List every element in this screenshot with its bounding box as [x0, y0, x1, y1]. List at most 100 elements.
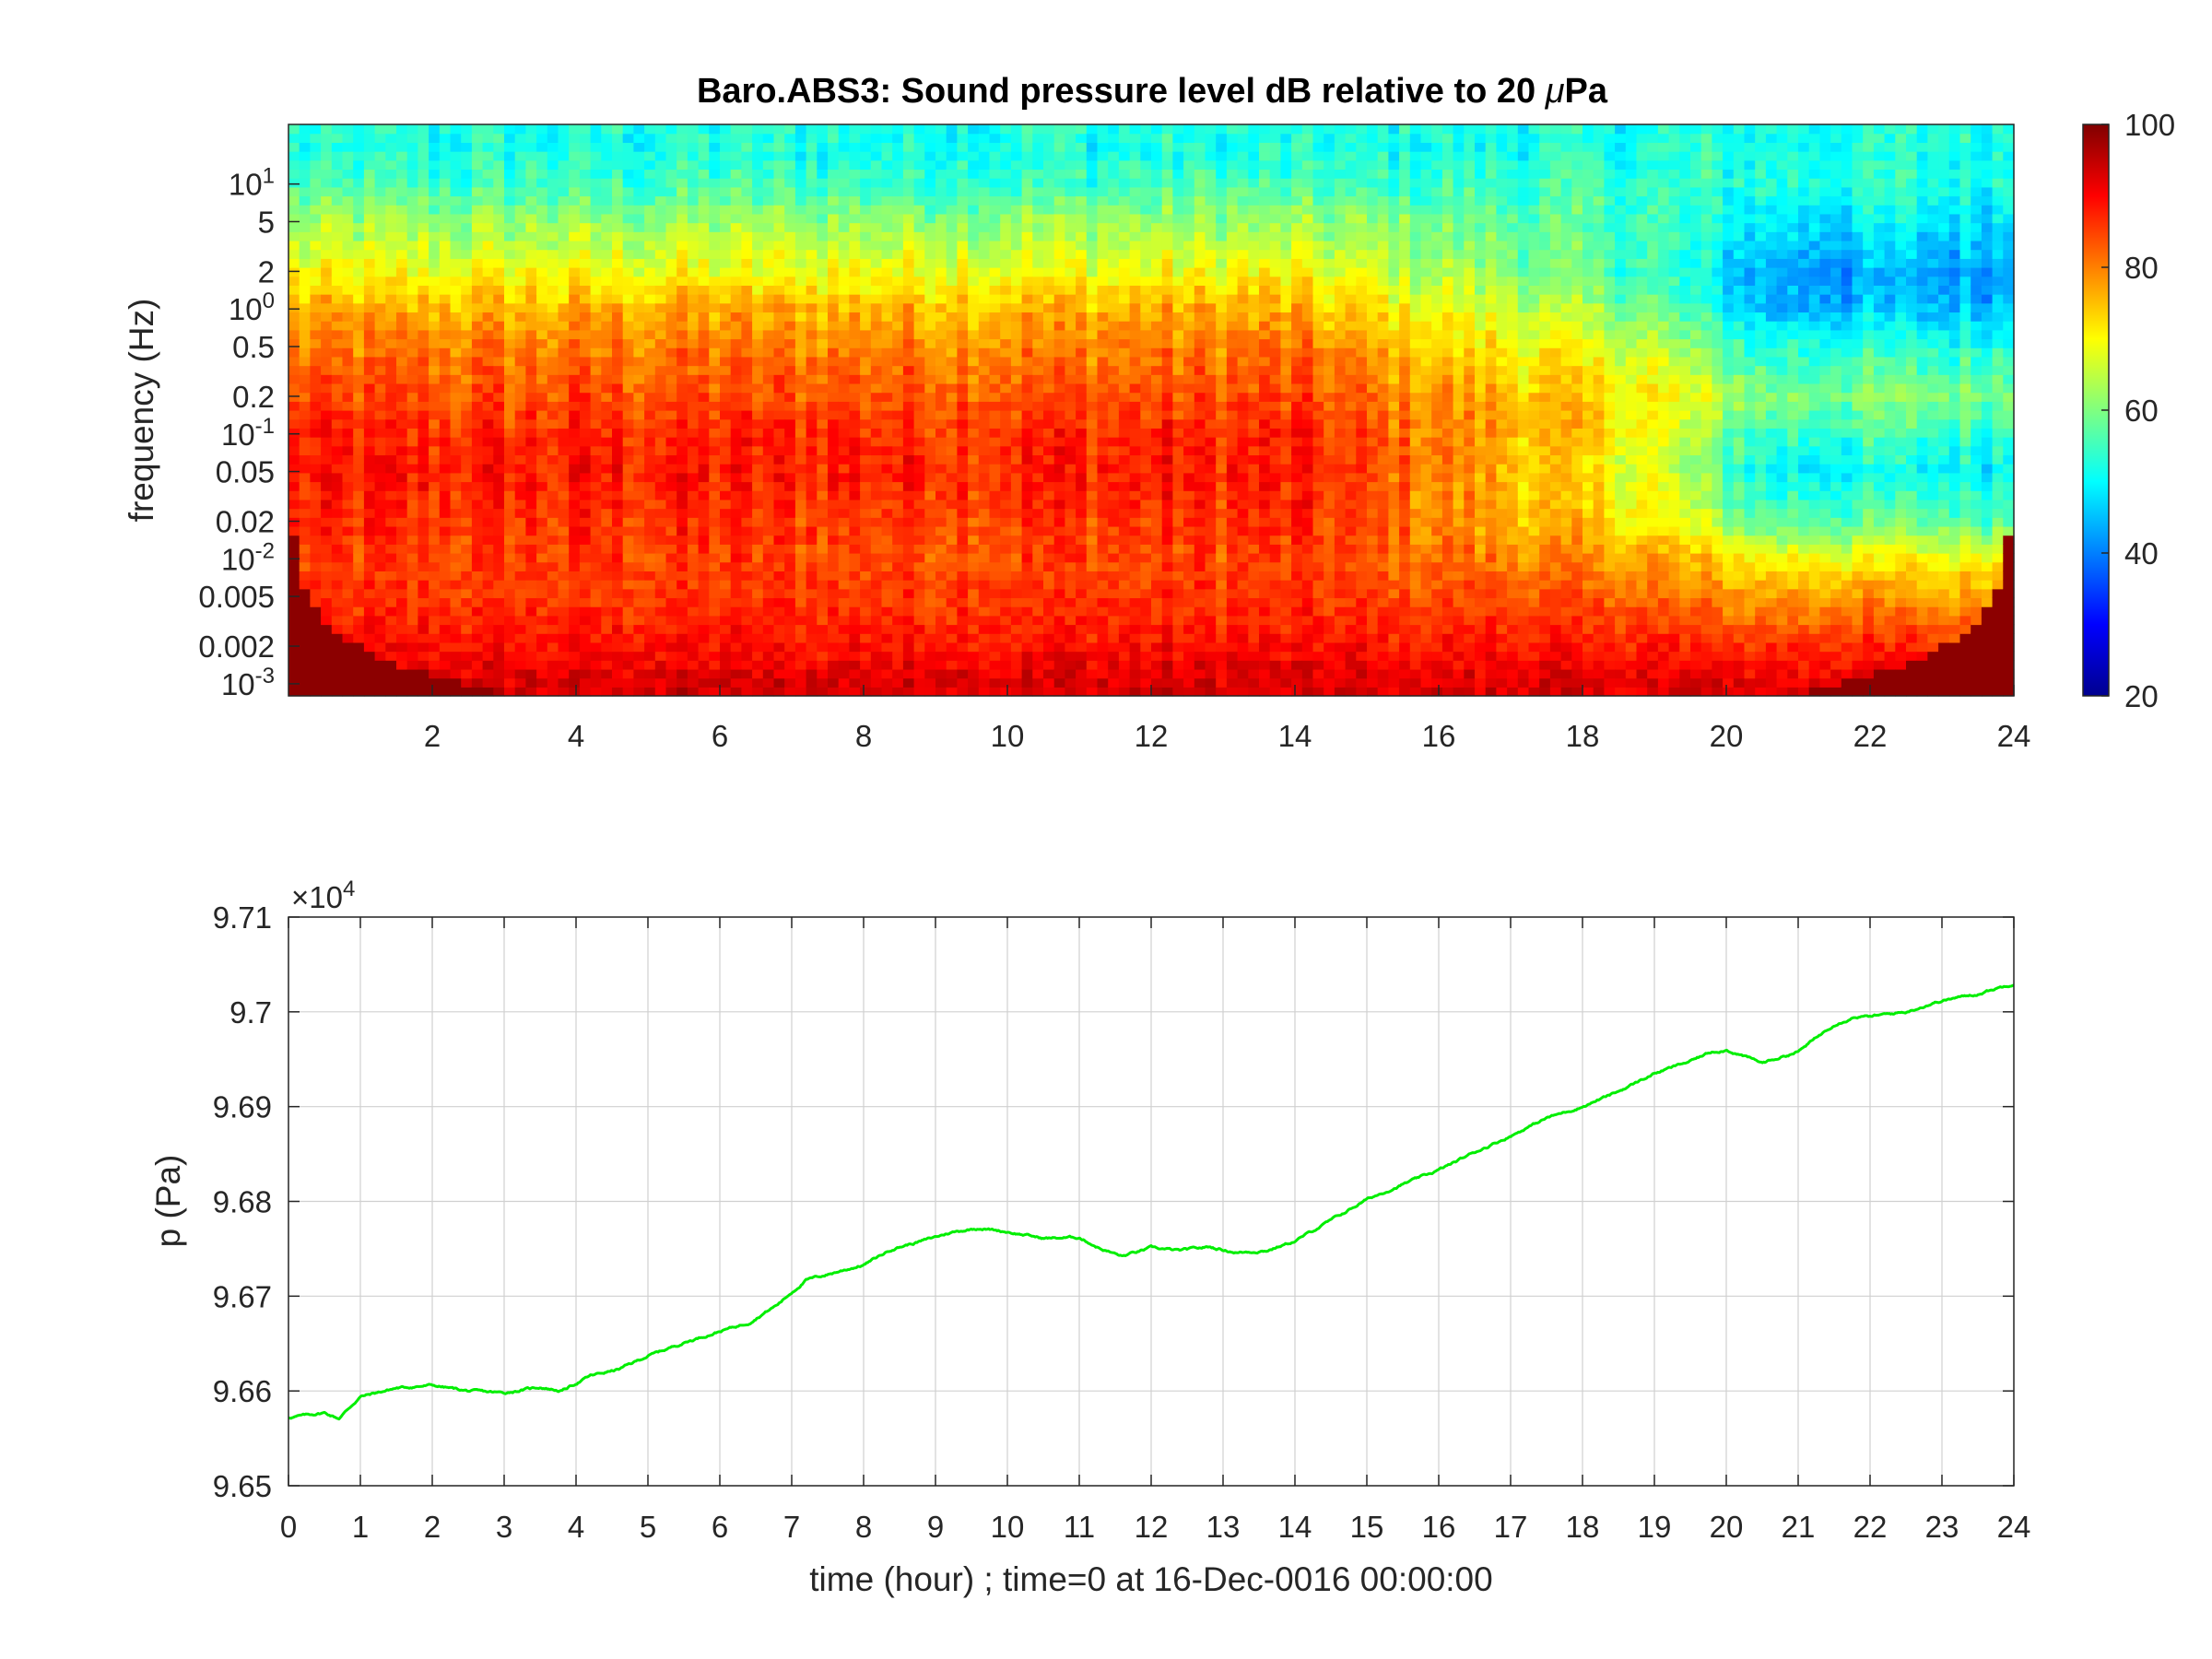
spectrogram-cell: [310, 553, 322, 563]
spectrogram-cell: [525, 186, 537, 197]
spectrogram-cell: [601, 499, 613, 510]
spectrogram-cell: [1032, 615, 1044, 626]
spectrogram-cell: [838, 641, 850, 653]
spectrogram-cell: [1076, 660, 1088, 670]
spectrogram-cell: [741, 580, 753, 590]
spectrogram-cell: [1021, 186, 1033, 197]
spectrogram-cell: [321, 401, 333, 411]
spectrogram-cell: [331, 374, 344, 384]
spectrogram-cell: [601, 338, 613, 348]
spectrogram-cell: [493, 553, 505, 563]
spectrogram-cell: [720, 258, 732, 268]
spectrogram-cell: [817, 142, 829, 152]
spectrogram-cell: [299, 338, 311, 348]
spectrogram-cell: [828, 499, 840, 510]
spectrogram-cell: [633, 258, 645, 268]
spectrogram-cell: [784, 401, 796, 411]
spectrogram-cell: [828, 329, 840, 340]
spectrogram-cell: [1097, 159, 1109, 171]
spectrogram-cell: [784, 231, 796, 241]
spectrogram-cell: [720, 124, 732, 135]
spectrogram-cell: [644, 258, 656, 268]
spectrogram-cell: [1000, 418, 1012, 429]
spectrogram-cell: [1010, 606, 1023, 617]
spectrogram-cell: [418, 580, 429, 590]
spectrogram-cell: [471, 195, 484, 206]
spectrogram-cell: [471, 213, 484, 224]
spectrogram-cell: [762, 499, 775, 510]
spectrogram-cell: [342, 365, 354, 375]
spectrogram-cell: [374, 651, 386, 661]
spectrogram-cell: [514, 365, 526, 375]
spectrogram-cell: [569, 321, 581, 331]
spectrogram-cell: [331, 597, 344, 607]
spectrogram-cell: [374, 668, 386, 679]
spectrogram-cell: [817, 490, 829, 500]
spectrogram-cell: [838, 338, 850, 348]
spectrogram-cell: [698, 651, 710, 661]
spectrogram-cell: [902, 677, 915, 688]
spectrogram-cell: [1000, 178, 1012, 188]
spectrogram-cell: [677, 490, 688, 500]
spectrogram-cell: [363, 178, 376, 188]
spectrogram-cell: [493, 597, 505, 607]
spectrogram-cell: [504, 580, 516, 590]
spectrogram-cell: [968, 464, 980, 474]
spectrogram-cell: [1000, 195, 1012, 206]
spectrogram-cell: [654, 428, 667, 438]
spectrogram-cell: [1000, 213, 1012, 224]
spectrogram-cell: [709, 677, 721, 688]
spectrogram-cell: [1053, 258, 1065, 268]
spectrogram-cell: [590, 588, 602, 599]
spectrogram-cell: [935, 668, 947, 679]
spectrogram-panel: 2 4 6 8 10 12 14 16 18 20 22 24 101521000.50.210-10…: [123, 124, 2030, 753]
spectrogram-cell: [730, 641, 742, 653]
spectrogram-cell: [1021, 142, 1033, 152]
spectrogram-cell: [1065, 285, 1077, 295]
spectrogram-cell: [590, 240, 602, 251]
spectrogram-cell: [514, 276, 526, 286]
spectrogram-cell: [633, 240, 645, 251]
spectrogram-cell: [989, 445, 1001, 456]
spectrogram-cell: [665, 535, 677, 545]
spectrogram-cell: [1076, 454, 1088, 465]
spectrogram-cell: [288, 249, 300, 259]
spectrogram-cell: [622, 267, 634, 277]
spectrogram-cell: [514, 668, 526, 679]
spectrogram-cell: [881, 382, 893, 394]
spectrogram-cell: [321, 499, 333, 510]
spectrogram-cell: [978, 454, 991, 465]
spectrogram-cell: [461, 508, 473, 518]
spectrogram-cell: [1043, 258, 1055, 268]
spectrogram-cell: [299, 606, 311, 617]
spectrogram-cell: [558, 615, 570, 626]
spectrogram-cell: [709, 231, 721, 241]
spectrogram-cell: [1065, 553, 1077, 563]
spectrogram-cell: [720, 517, 732, 527]
spectrogram-cell: [989, 249, 1001, 259]
spectrogram-cell: [957, 641, 969, 653]
spectrogram-cell: [622, 205, 634, 215]
spectrogram-cell: [353, 553, 365, 563]
spectrogram-cell: [741, 454, 753, 465]
spectrogram-cell: [644, 356, 656, 367]
spectrogram-cell: [709, 312, 721, 322]
spectrogram-cell: [579, 258, 592, 268]
spectrogram-cell: [870, 267, 883, 277]
spectrogram-cell: [968, 382, 980, 394]
spectrogram-cell: [1097, 365, 1109, 375]
spectrogram-cell: [1032, 553, 1044, 563]
spectrogram-cell: [396, 571, 408, 581]
spectrogram-cell: [1108, 553, 1120, 563]
spectrogram-cell: [677, 267, 688, 277]
spectrogram-cell: [1108, 544, 1120, 554]
spectrogram-cell: [784, 499, 796, 510]
spectrogram-cell: [1010, 651, 1023, 661]
spectrogram-cell: [353, 418, 365, 429]
spectrogram-cell: [363, 454, 376, 465]
spectrogram-cell: [913, 392, 925, 402]
spectrogram-cell: [849, 544, 861, 554]
spectrogram-cell: [1108, 677, 1120, 688]
spectrogram-cell: [504, 133, 516, 143]
spectrogram-cell: [654, 178, 667, 188]
